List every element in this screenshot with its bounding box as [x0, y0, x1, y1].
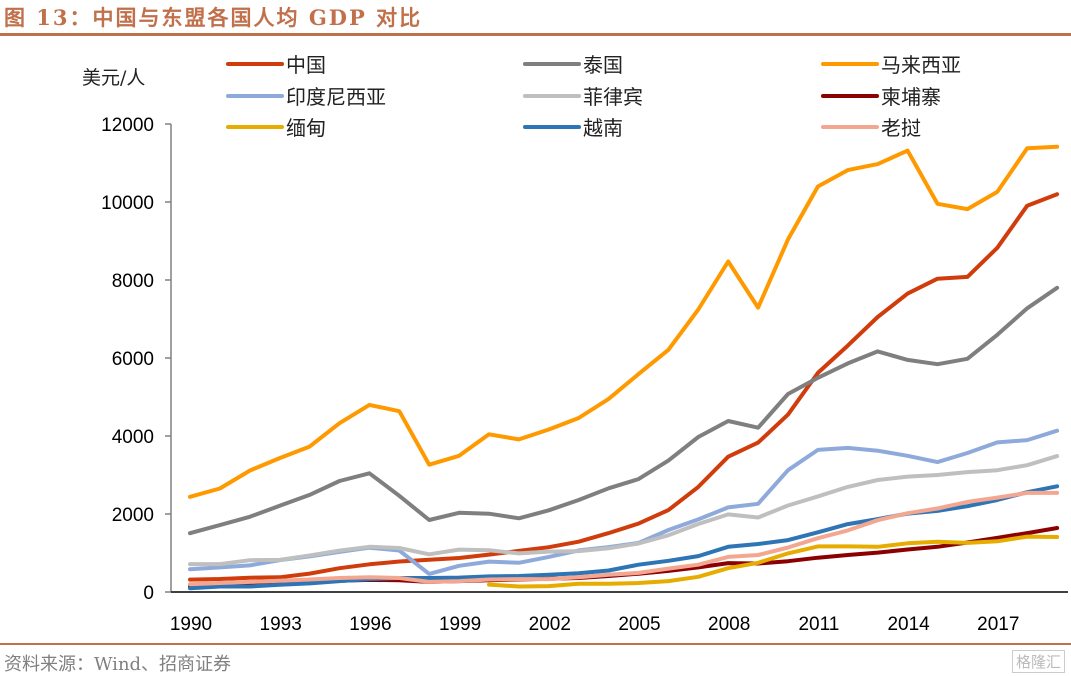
- legend-label: 越南: [583, 116, 623, 140]
- series-lines: [188, 144, 1060, 591]
- legend-item: 中国: [226, 53, 326, 77]
- legend-label: 印度尼西亚: [286, 85, 386, 109]
- legend-item: 菲律宾: [523, 85, 643, 109]
- chart-title: 图 13：中国与东盟各国人均 GDP 对比: [4, 5, 423, 30]
- series-line-8: [188, 490, 1060, 587]
- y-tick-label: 12000: [101, 115, 154, 136]
- x-tick-label: 1993: [260, 614, 302, 635]
- y-tick-label: 6000: [112, 349, 154, 370]
- x-tick-label: 2008: [708, 614, 750, 635]
- series-line-1: [188, 285, 1060, 536]
- y-tick-label: 10000: [101, 193, 154, 214]
- y-axis-label: 美元/人: [82, 67, 145, 89]
- legend-item: 泰国: [523, 53, 623, 77]
- legend-label: 泰国: [583, 53, 623, 77]
- legend-item: 印度尼西亚: [226, 85, 386, 109]
- source-note: 资料来源：Wind、招商证券: [4, 654, 232, 675]
- series-line-6: [487, 534, 1060, 589]
- legend-label: 缅甸: [286, 116, 326, 140]
- y-tick-label: 4000: [112, 427, 154, 448]
- y-tick-label: 0: [143, 583, 154, 604]
- x-tick-label: 2002: [529, 614, 571, 635]
- x-tick-label: 1996: [349, 614, 391, 635]
- series-line-4: [188, 454, 1060, 567]
- legend-item: 马来西亚: [821, 53, 961, 77]
- x-tick-label: 2017: [977, 614, 1019, 635]
- series-line-2: [188, 144, 1060, 499]
- legend-label: 菲律宾: [583, 85, 643, 109]
- x-tick-label: 1999: [439, 614, 481, 635]
- axes: 0 2000 4000 6000 8000 10000 12000 1990 1993 1996 1…: [101, 115, 1068, 635]
- x-tick-label: 1990: [170, 614, 212, 635]
- title-divider: [0, 33, 1071, 36]
- footer-divider: [0, 643, 1071, 645]
- legend-label: 马来西亚: [881, 53, 961, 77]
- legend-label: 老挝: [881, 116, 921, 140]
- series-line-0: [188, 192, 1060, 582]
- x-tick-label: 2011: [798, 614, 839, 635]
- watermark-logo: 格隆汇: [1011, 650, 1065, 673]
- y-tick-label: 8000: [112, 271, 154, 292]
- legend-item: 老挝: [821, 116, 921, 140]
- x-tick-label: 2014: [887, 614, 930, 635]
- y-tick-label: 2000: [112, 505, 154, 526]
- legend-item: 缅甸: [226, 116, 326, 140]
- legend-label: 中国: [286, 53, 326, 77]
- legend-label: 柬埔寨: [881, 85, 941, 109]
- line-chart: 美元/人 0 2000 4000 6000 8000 10000 12000 1990 1993…: [82, 53, 1068, 635]
- legend-item: 越南: [523, 116, 623, 140]
- legend-item: 柬埔寨: [821, 85, 941, 109]
- x-tick-label: 2005: [618, 614, 660, 635]
